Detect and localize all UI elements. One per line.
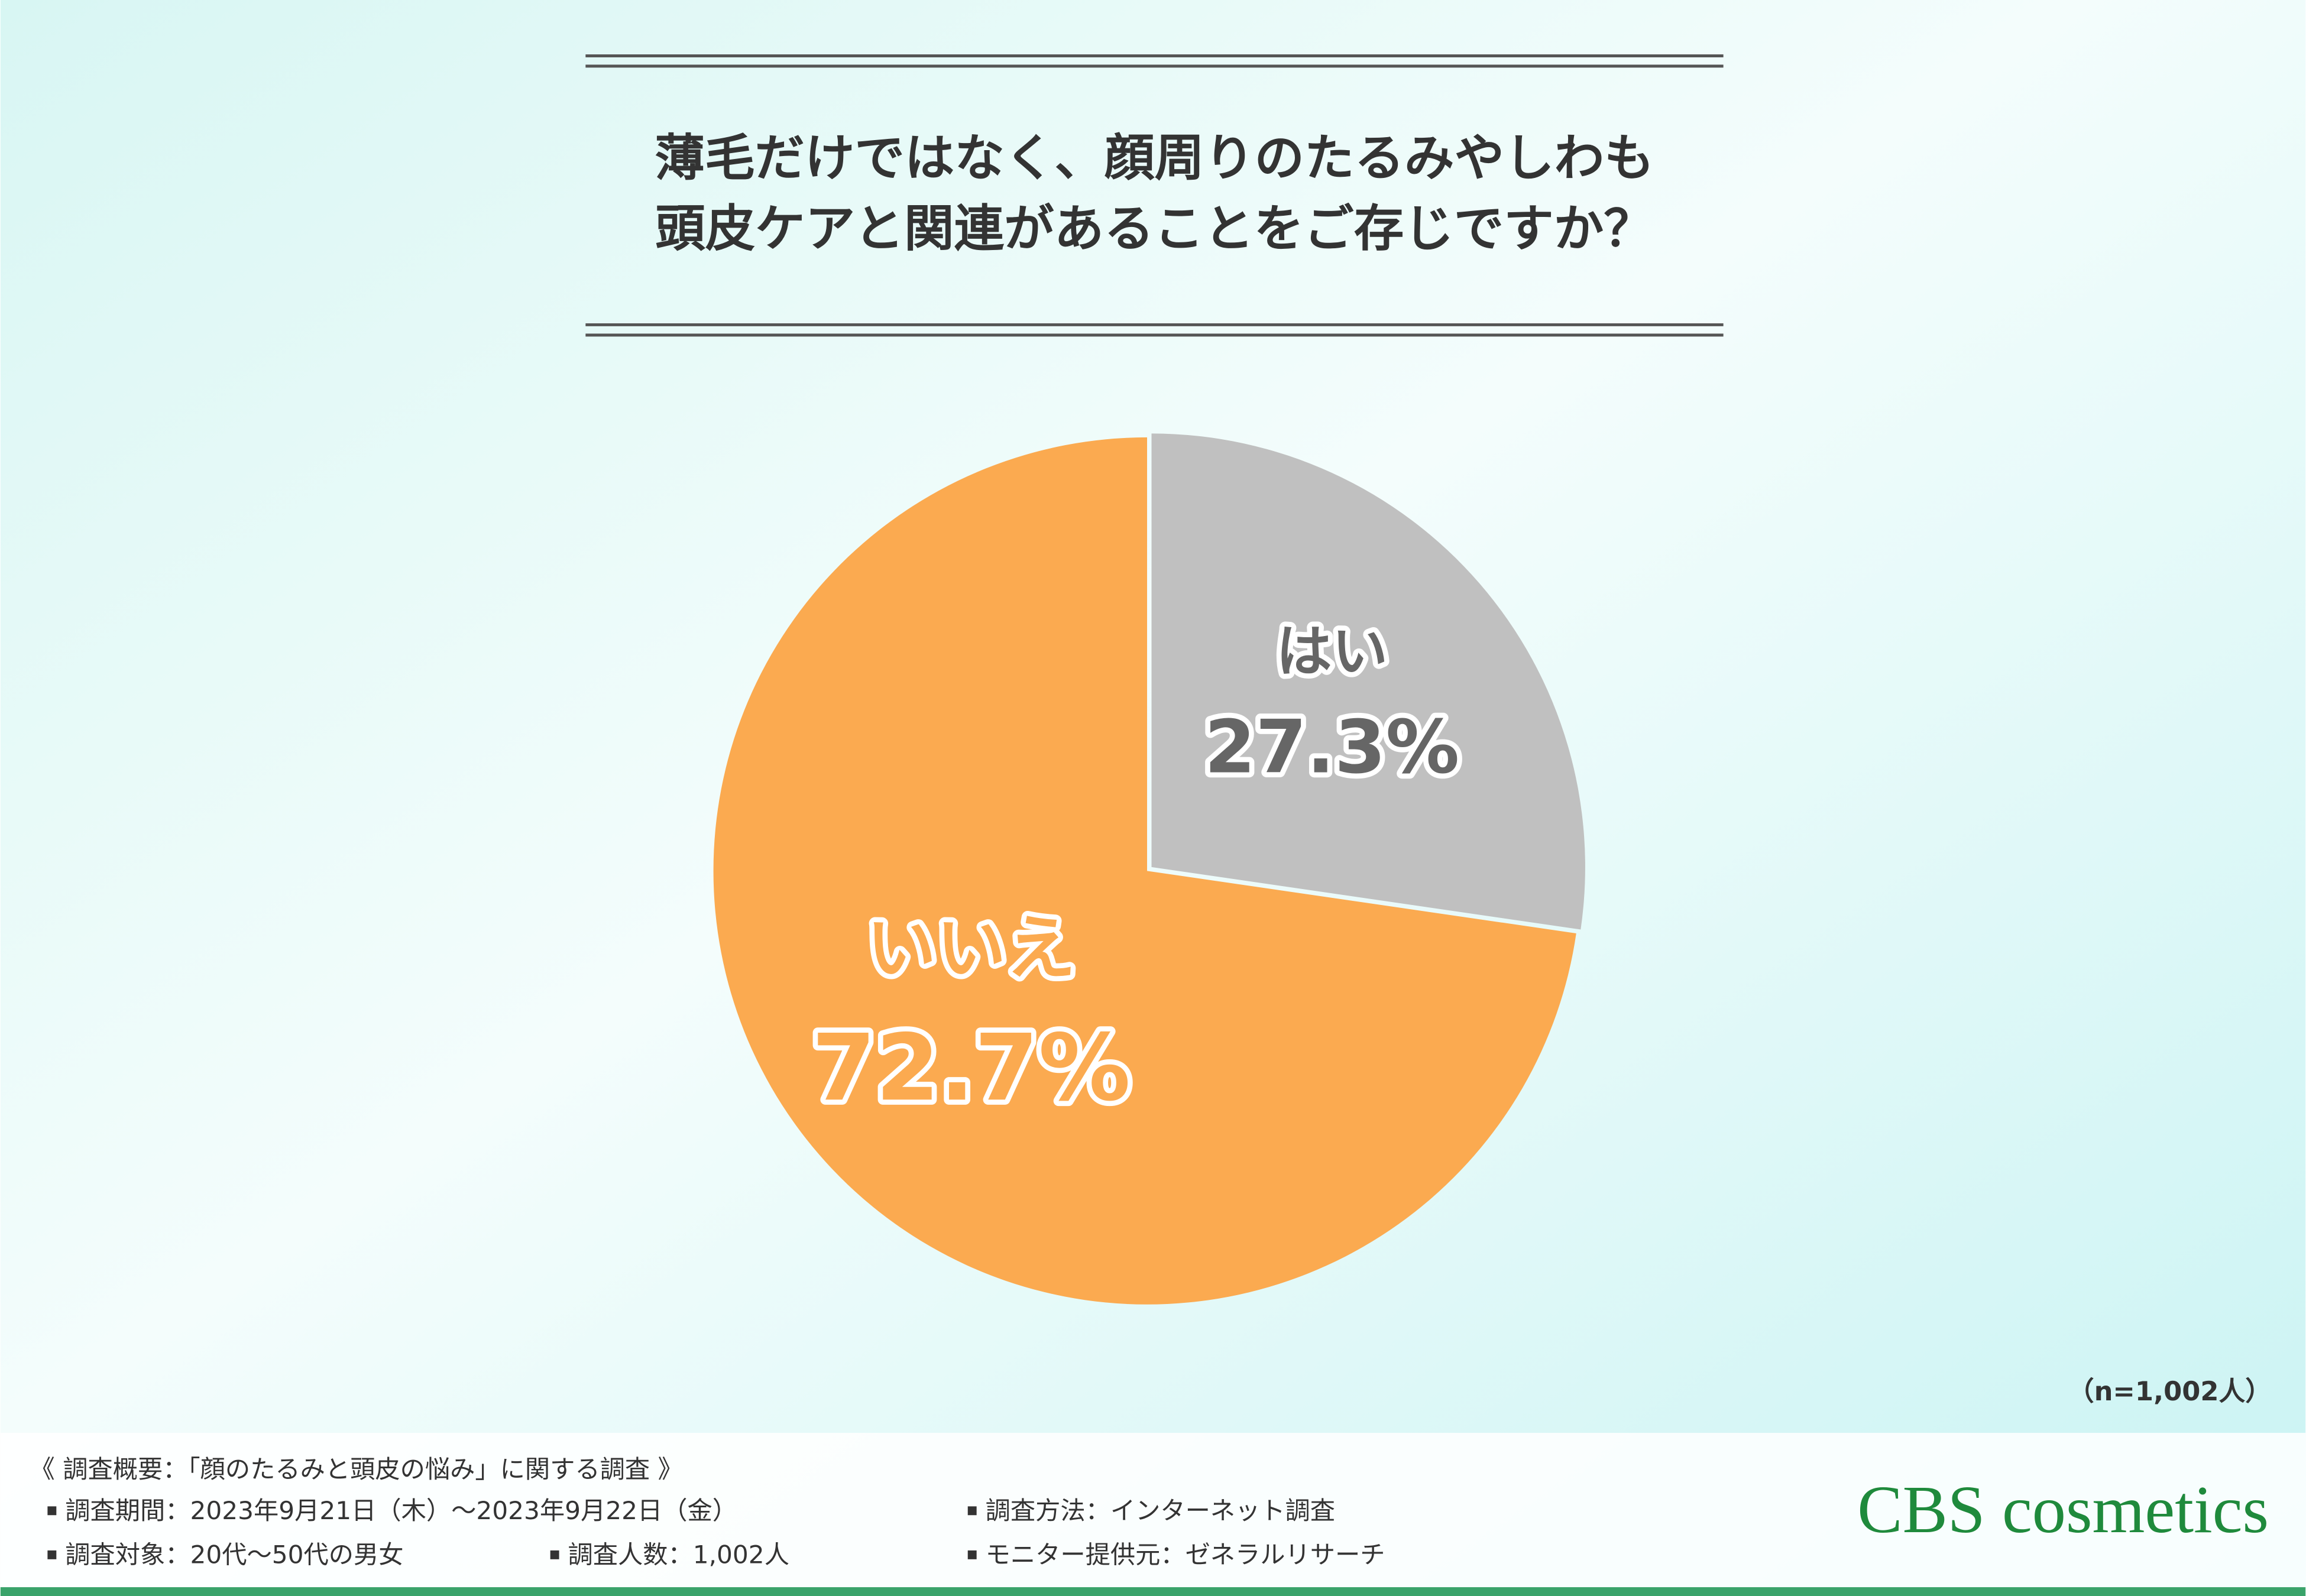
value-label: 27.3%	[1204, 705, 1459, 790]
bullet	[550, 1550, 559, 1559]
footer-heading: 《 調査概要：「顔のたるみと頭皮の悩み」に関する調査 》	[30, 1455, 683, 1484]
bullet	[47, 1506, 57, 1516]
title-line: 頭皮ケアと関連があることをご存じですか？	[655, 200, 1654, 258]
title-rules	[585, 54, 1724, 337]
title-line: 薄毛だけではなく、顔周りのたるみやしわも	[655, 129, 1654, 187]
bullet	[967, 1506, 977, 1516]
footer-item: 調査期間：2023年9月21日（木）～2023年9月22日（金）	[65, 1496, 737, 1525]
footer-item: 調査方法：インターネット調査	[986, 1496, 1336, 1525]
sample-note: （n=1,002人）	[2068, 1376, 2272, 1407]
pie-slice	[1151, 433, 1585, 930]
pie-slice	[713, 437, 1576, 1305]
footer-line	[0, 1587, 2306, 1596]
bullet	[967, 1550, 977, 1559]
slice-label: はい	[1276, 619, 1388, 684]
footer-band	[0, 1433, 2306, 1596]
bullet	[47, 1550, 57, 1559]
pie: はい 27.3% いいえ 72.7%	[713, 433, 1585, 1305]
value-label: 72.7%	[812, 1014, 1131, 1121]
footer-item: モニター提供元：ゼネラルリサーチ	[986, 1540, 1385, 1569]
footer-item: 調査人数：1,002人	[568, 1540, 789, 1569]
logo: CBS cosmetics	[1857, 1472, 2269, 1547]
footer-item: 調査対象：20代～50代の男女	[65, 1540, 403, 1569]
slice-label: いいえ	[866, 907, 1076, 989]
